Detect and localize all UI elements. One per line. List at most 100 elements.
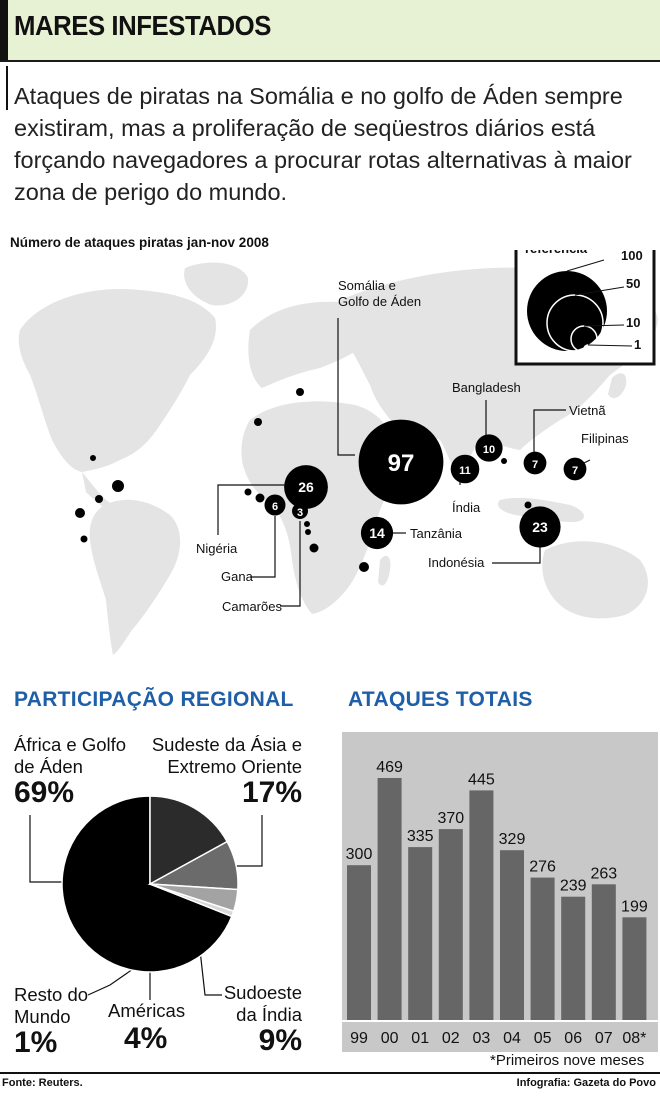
legend-value-100: 100 <box>621 250 643 263</box>
bubble-6 <box>475 434 503 462</box>
incident-dot <box>112 480 124 492</box>
legend-leader-10 <box>583 324 625 327</box>
australia-shape <box>542 541 648 619</box>
pie-label-rest-line2: Mundo <box>14 1006 71 1027</box>
pie-label-americas: Américas <box>108 1000 186 1021</box>
bar-tick-label: 99 <box>350 1030 368 1047</box>
bar-value-label: 329 <box>499 831 526 848</box>
incident-dot <box>244 488 252 496</box>
pie-slices <box>61 795 239 973</box>
bar-value-label: 370 <box>437 810 464 827</box>
leader-indonesia <box>492 545 541 564</box>
bubble-1 <box>284 465 328 509</box>
bubble-value-5: 11 <box>459 465 471 477</box>
region-label-5: Índia <box>452 500 481 515</box>
bubble-3 <box>292 503 308 519</box>
legend-value-50: 50 <box>626 276 640 291</box>
pie-section-title: PARTICIPAÇÃO REGIONAL <box>14 688 294 711</box>
region-label-4: Tanzânia <box>410 526 463 541</box>
bar-axis-band <box>342 1022 658 1052</box>
incident-dot <box>501 458 507 464</box>
bubble-0 <box>358 419 444 505</box>
pie-leader-africa <box>29 815 70 883</box>
pie-pct-africa: 69% <box>14 776 75 809</box>
pie-pct-india: 9% <box>258 1024 302 1057</box>
bubble-value-8: 7 <box>572 465 578 477</box>
leader-nigeria <box>217 484 292 535</box>
header-banner: MARES INFESTADOS <box>0 0 660 62</box>
greenland-shape <box>184 262 249 306</box>
pie-slice-0 <box>61 795 233 973</box>
incident-dot <box>75 508 85 518</box>
bar-tick-label: 06 <box>564 1030 582 1047</box>
bubble-4 <box>360 516 394 550</box>
pie-pct-rest: 1% <box>14 1026 58 1059</box>
pie-pct-sea: 17% <box>241 776 302 809</box>
bar-value-label: 276 <box>529 859 556 876</box>
region-label-3: Camarões <box>222 599 282 614</box>
leader-camaroes <box>280 521 301 607</box>
footer-rule <box>0 1072 660 1074</box>
bubble-5 <box>450 454 480 484</box>
region-label-6: Bangladesh <box>452 380 521 395</box>
legend-leader-50 <box>574 286 625 296</box>
bar-tick-layer: 99 00 01 02 03 04 05 06 07 08* <box>350 1030 646 1047</box>
bar-section-title: ATAQUES TOTAIS <box>348 688 533 711</box>
pirate-attacks-map: referência 100 50 10 1 <box>18 250 658 655</box>
map-legend: referência 100 50 10 1 <box>514 250 656 366</box>
bubble-value-7: 7 <box>532 459 538 471</box>
pie-pct-americas: 4% <box>124 1022 168 1055</box>
bubble-9 <box>519 506 561 548</box>
japan-shape <box>608 373 627 399</box>
pie-label-africa-line1: África e Golfo <box>14 734 127 755</box>
legend-value-10: 10 <box>626 315 640 330</box>
legend-leader-1 <box>587 344 633 347</box>
pie-label-india-line1: Sudoeste <box>223 982 302 1003</box>
legend-title: referência <box>525 250 588 256</box>
south-america-shape <box>89 499 181 655</box>
incident-dot <box>95 495 103 503</box>
pie-label-africa-line2: de Áden <box>14 756 83 777</box>
bar-06 <box>561 896 586 1020</box>
incident-dot <box>524 501 532 509</box>
bubble-value-9: 23 <box>532 519 548 535</box>
pie-label-india-line2: da Índia <box>236 1004 302 1025</box>
bar-08* <box>622 917 647 1020</box>
bar-03 <box>469 790 494 1020</box>
leader-gana <box>250 516 276 578</box>
bubble-value-1: 26 <box>298 479 314 495</box>
leader-somalia <box>337 318 355 456</box>
incident-dot <box>359 562 369 572</box>
madagascar-shape <box>378 555 391 586</box>
bar-value-label: 300 <box>346 846 373 863</box>
bar-tick-label: 08* <box>622 1030 646 1047</box>
region-label-1: Nigéria <box>196 541 238 556</box>
region-label-8: Filipinas <box>581 431 629 446</box>
regional-share-pie-chart <box>29 795 263 1000</box>
bar-tick-label: 02 <box>442 1030 460 1047</box>
region-label-9: Indonésia <box>428 555 485 570</box>
bar-value-label: 335 <box>407 828 434 845</box>
region-label-0: Somália e <box>338 278 396 293</box>
bubble-value-0: 97 <box>388 450 415 477</box>
bar-tick-label: 01 <box>411 1030 429 1047</box>
bar-02 <box>438 829 463 1020</box>
bar-00 <box>377 778 402 1020</box>
pie-label-sea-line2: Extremo Oriente <box>167 756 302 777</box>
north-america-shape <box>18 289 216 472</box>
pie-slice-4 <box>149 883 235 918</box>
bubble-value-3: 3 <box>297 507 303 519</box>
bar-tick-label: 04 <box>503 1030 521 1047</box>
incident-dot <box>304 521 310 527</box>
bubble-layer: 97 26 6 3 14 11 10 7 7 23 <box>264 419 587 550</box>
lead-accent-bar <box>6 66 8 110</box>
africa-shape <box>241 401 397 614</box>
lead-paragraph: Ataques de piratas na Somália e no golfo… <box>14 83 632 205</box>
incident-dot <box>255 493 265 503</box>
region-label-0: Golfo de Áden <box>338 294 421 309</box>
bar-footnote: *Primeiros nove meses <box>490 1052 645 1069</box>
legend-value-1: 1 <box>634 337 641 352</box>
legend-circle-100 <box>527 271 607 351</box>
bar-01 <box>408 847 433 1020</box>
